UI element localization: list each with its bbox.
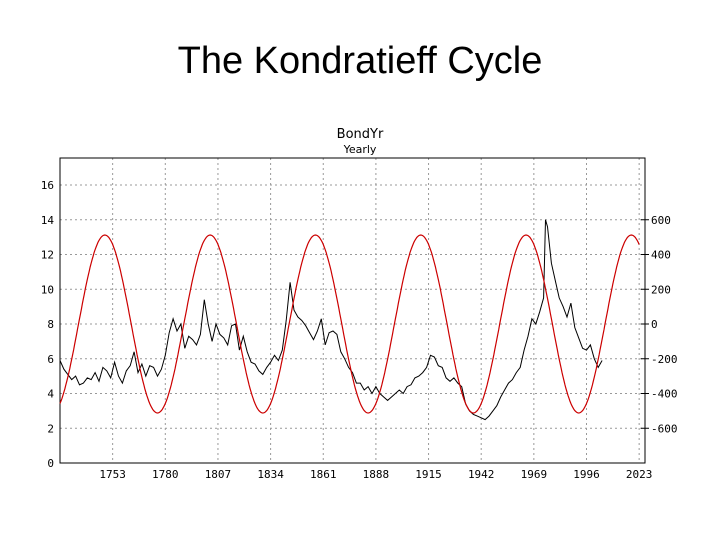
chart-title: BondYr: [337, 127, 384, 142]
x-tick-label: 1834: [257, 468, 284, 481]
bond-yield-line: [59, 219, 603, 421]
x-tick-label: 1915: [415, 468, 442, 481]
x-tick-label: 1888: [363, 468, 390, 481]
x-tick-label: 1861: [310, 468, 337, 481]
y-tick-label: 4: [47, 388, 54, 401]
y-tick-label: 0: [47, 457, 54, 470]
y2-tick-label: 200: [651, 283, 671, 296]
chart-subtitle: Yearly: [343, 143, 377, 156]
y-tick-label: 2: [47, 422, 54, 435]
x-tick-label: 2023: [626, 468, 653, 481]
y2-tick-label: 0: [651, 318, 658, 331]
plot-frame: [59, 157, 646, 464]
y-tick-label: 10: [41, 283, 54, 296]
series: [59, 219, 640, 421]
y-tick-label: 8: [47, 318, 54, 331]
y-tick-label: 6: [47, 353, 54, 366]
y-tick-label: 16: [41, 179, 54, 192]
x-tick-label: 1996: [573, 468, 600, 481]
y2-tick-label: -400: [651, 388, 678, 401]
x-tick-label: 1942: [468, 468, 495, 481]
x-tick-label: 1969: [521, 468, 548, 481]
kondratieff-cycle-line: [59, 234, 640, 414]
y2-tick-label: -600: [651, 422, 678, 435]
y-tick-label: 14: [41, 214, 55, 227]
y2-tick-label: 400: [651, 249, 671, 262]
tick-labels: 1753 1780 1807 1834 1861 1888 1915 1942 1969 1996…: [41, 179, 678, 481]
x-tick-label: 1807: [205, 468, 232, 481]
x-tick-label: 1753: [99, 468, 126, 481]
y2-tick-label: 600: [651, 214, 671, 227]
slide-title: The Kondratieff Cycle: [177, 40, 543, 82]
x-tick-label: 1780: [152, 468, 179, 481]
grid: [60, 158, 645, 463]
y2-tick-label: -200: [651, 353, 678, 366]
y-tick-label: 12: [41, 249, 54, 262]
